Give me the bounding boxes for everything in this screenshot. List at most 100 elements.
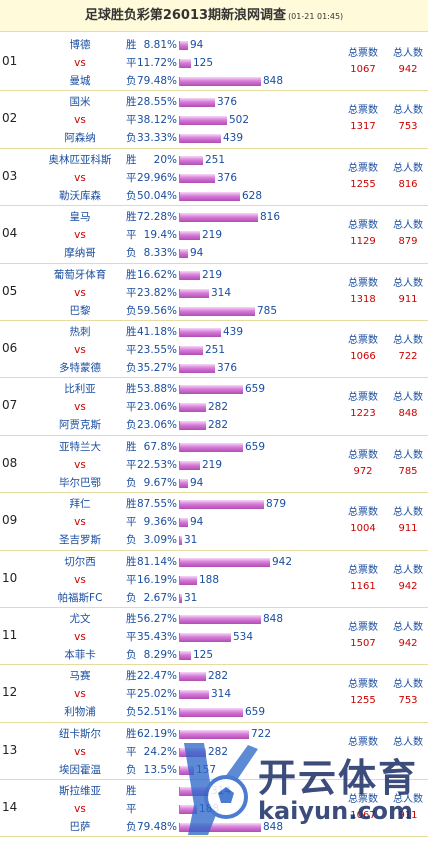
match-row[interactable]: 05 葡萄牙体育 胜 16.62% 219 vs 平 23.82% 314 巴黎 负 59.56% 78…: [0, 264, 428, 321]
vs-label: vs: [74, 630, 86, 643]
draw-vote-count: 251: [205, 343, 226, 356]
draw-percent: 38.12%: [137, 114, 178, 127]
draw-vote-bar: [179, 116, 227, 126]
lose-vote-bar: [179, 134, 221, 144]
match-row[interactable]: 10 切尔西 胜 81.14% 942 vs 平 16.19% 188 帕福斯FC 负 2.67% 31…: [0, 551, 428, 608]
outcome-row-win: 切尔西 胜 81.14% 942: [0, 554, 428, 571]
total-people-label: 总人数: [393, 621, 423, 633]
outcome-draw-label: 平: [126, 114, 137, 127]
match-row[interactable]: 07 比利亚 胜 53.88% 659 vs 平 23.06% 282 阿贾克斯 负 23.06% 28…: [0, 378, 428, 436]
outcome-lose-label: 负: [126, 534, 137, 547]
match-row[interactable]: 01 博德 胜 8.81% 94 vs 平 11.72% 125 曼城 负 79.48% 848 总票数 总…: [0, 34, 428, 92]
total-people-label: 总人数: [393, 794, 423, 806]
outcome-lose-label: 负: [126, 476, 137, 489]
match-row[interactable]: 09 拜仁 胜 87.55% 879 vs 平 9.36% 94 圣吉罗斯 负 3.09% 31 总票数 总…: [0, 493, 428, 551]
outcome-draw-label: 平: [126, 745, 137, 758]
outcome-row-lose: 摩纳哥 负 8.33% 94: [0, 245, 428, 262]
match-row[interactable]: 06 热刺 胜 41.18% 439 vs 平 23.55% 251 多特蒙德 负 35.27% 376…: [0, 321, 428, 379]
total-people-label: 总人数: [393, 105, 423, 117]
outcome-row-win: 博德 胜 8.81% 94: [0, 37, 428, 54]
draw-vote-bar: [179, 460, 200, 470]
match-row[interactable]: 12 马赛 胜 22.47% 282 vs 平 25.02% 314 利物浦 负 52.51% 659 总…: [0, 665, 428, 723]
win-percent: 56.27%: [137, 612, 178, 625]
match-row[interactable]: 08 亚特兰大 胜 67.8% 659 vs 平 22.53% 219 毕尔巴鄂 负 9.67% 94 总…: [0, 436, 428, 494]
home-team-name: 纽卡斯尔: [59, 727, 101, 740]
total-votes-label: 总票数: [348, 277, 378, 289]
outcome-win-label: 胜: [126, 39, 137, 51]
match-row[interactable]: 13纽卡斯尔胜62.19%722vs平24.2%282埃因霍温负13.5%157…: [0, 723, 428, 781]
outcome-lose-label: 负: [126, 648, 137, 661]
win-percent: 16.62%: [137, 268, 178, 281]
vs-label: vs: [74, 286, 86, 299]
draw-vote-count: 125: [193, 57, 214, 69]
outcome-row-draw: vs 平 23.55% 251: [0, 342, 428, 359]
away-team-name: 巴黎: [69, 304, 91, 317]
win-percent: 22.47%: [137, 670, 178, 683]
draw-vote-count: 534: [233, 630, 254, 643]
match-list: 01 博德胜 8.81% 94 vs 平 11.72% 125 曼城负 79.48% 848 总票数总…: [0, 34, 428, 838]
lose-percent: 79.48%: [137, 75, 178, 87]
outcome-win-label: 胜: [126, 268, 137, 281]
match-number: 07: [2, 398, 18, 413]
outcome-row-draw: vs 平 29.96% 376: [0, 170, 428, 187]
lose-vote-count: 376: [217, 361, 238, 374]
vs-label: vs: [74, 229, 86, 242]
total-votes-label: 总票数: [348, 507, 378, 519]
match-number: 01: [2, 54, 18, 68]
match-number: 06: [2, 340, 18, 355]
win-vote-count: 439: [223, 325, 244, 338]
match-row[interactable]: 11 尤文 胜 56.27% 848 vs 平 35.43% 534 本菲卡 负 8.29% 125 总票…: [0, 608, 428, 666]
win-vote-bar: [179, 270, 200, 280]
outcome-lose-label: 负: [126, 247, 137, 260]
draw-percent: 11.72%: [137, 57, 178, 69]
outcome-lose-label: 负: [126, 132, 137, 145]
match-row[interactable]: 03 奥林匹亚科斯 胜 20% 251 vs 平 29.96% 376 勒沃库森 负 50.04% 62…: [0, 149, 428, 207]
away-team-name: 巴萨: [69, 821, 91, 834]
lose-vote-bar: [179, 708, 243, 718]
match-row[interactable]: 04 皇马 胜 72.28% 816 vs 平 19.4% 219 摩纳哥 负 8.33% 94 总票数 总…: [0, 206, 428, 264]
outcome-win-label: 胜: [126, 670, 137, 683]
lose-vote-count: 31: [184, 534, 198, 547]
lose-vote-count: 31: [184, 591, 198, 604]
total-votes-value: 1161: [350, 580, 376, 592]
draw-vote-bar: [179, 173, 215, 183]
outcome-win-label: 胜: [126, 96, 137, 109]
outcome-win-label: 胜: [126, 153, 137, 166]
win-percent: 87.55%: [137, 498, 178, 511]
match-number: 03: [2, 168, 18, 183]
total-votes-value: 1067: [350, 64, 376, 75]
match-number: 13: [2, 742, 18, 757]
win-vote-bar: [179, 557, 270, 567]
total-people-value: 816: [398, 178, 418, 190]
outcome-row-win: 马赛 胜 22.47% 282: [0, 668, 428, 685]
vs-label: vs: [74, 114, 86, 127]
total-people-value: 942: [398, 580, 418, 592]
draw-vote-bar: [179, 518, 188, 528]
lose-vote-bar: [179, 478, 188, 488]
match-number: 14: [2, 800, 18, 815]
outcome-lose-label: 负: [126, 304, 137, 317]
lose-vote-bar: [179, 536, 182, 546]
away-team-name: 圣吉罗斯: [59, 534, 101, 547]
win-vote-bar: [179, 500, 264, 510]
away-team-name: 摩纳哥: [64, 247, 96, 260]
win-vote-bar: [179, 729, 249, 739]
outcome-draw-label: 平: [126, 803, 137, 816]
total-votes-value: 1223: [350, 408, 376, 420]
outcome-row-draw: vs 平 38.12% 502: [0, 112, 428, 129]
lose-vote-count: 94: [190, 476, 204, 489]
outcome-row-win: 尤文 胜 56.27% 848: [0, 611, 428, 628]
match-number: 04: [2, 226, 18, 241]
outcome-row-win: 纽卡斯尔 胜 62.19% 722: [0, 726, 428, 743]
home-team-name: 国米: [69, 96, 91, 109]
vs-label: vs: [74, 458, 86, 471]
outcome-lose-label: 负: [126, 189, 137, 202]
match-row[interactable]: 02 国米 胜 28.55% 376 vs 平 38.12% 502 阿森纳 负 33.33% 439 总…: [0, 91, 428, 149]
total-people-label: 总人数: [393, 507, 423, 519]
lose-vote-count: 659: [245, 706, 266, 719]
outcome-lose-label: 负: [126, 763, 137, 776]
total-people-value: 911: [398, 293, 418, 305]
match-number: 05: [2, 283, 18, 298]
draw-vote-bar: [179, 690, 209, 700]
outcome-draw-label: 平: [126, 458, 137, 471]
